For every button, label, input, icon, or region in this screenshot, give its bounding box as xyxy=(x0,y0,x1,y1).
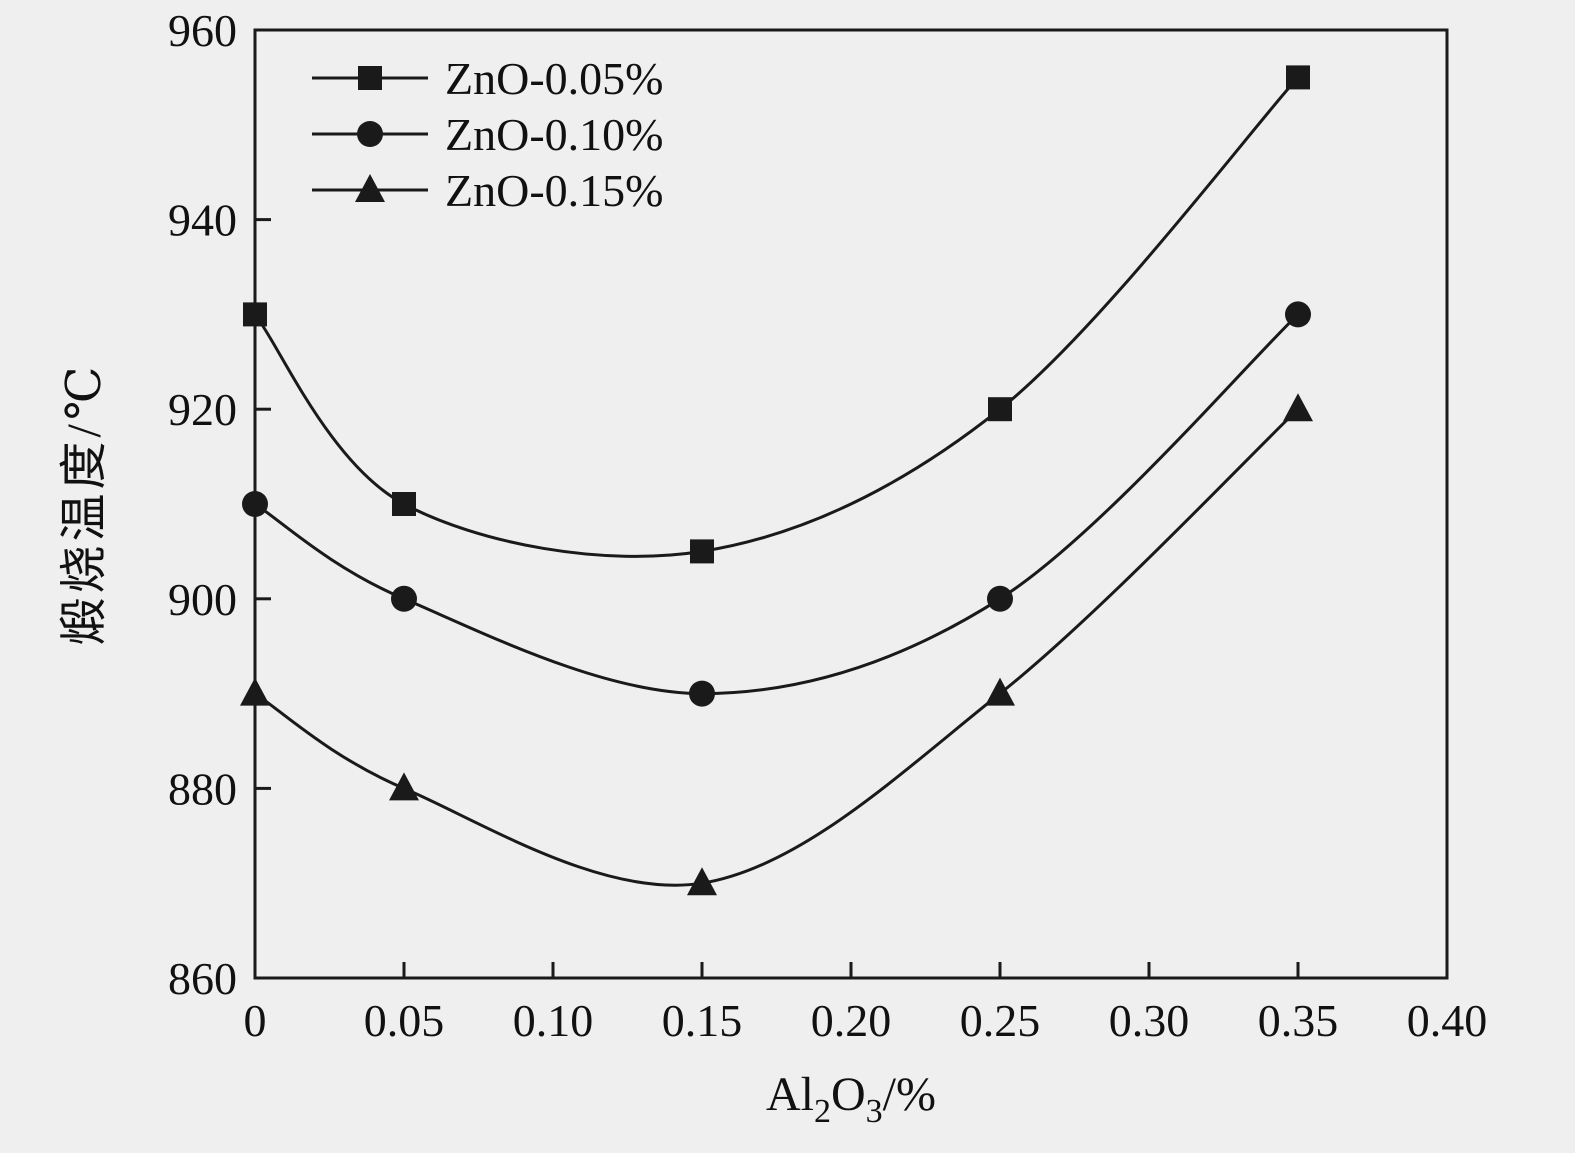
y-tick-label: 900 xyxy=(168,574,237,625)
data-point-marker xyxy=(392,492,416,516)
series-zno-0-05- xyxy=(243,65,1310,564)
data-point-marker xyxy=(687,867,717,896)
legend-marker-square xyxy=(358,66,382,90)
data-point-marker xyxy=(1283,393,1313,422)
legend-label: ZnO-0.15% xyxy=(445,165,663,216)
series-line xyxy=(254,313,1300,696)
data-point-marker xyxy=(988,397,1012,422)
x-tick-label: 0.30 xyxy=(1109,995,1190,1046)
data-point-marker xyxy=(985,677,1015,706)
y-tick-label: 940 xyxy=(168,195,237,246)
x-axis-title: Al2O3/% xyxy=(766,1068,936,1130)
data-point-marker xyxy=(242,491,268,517)
legend-entry: ZnO-0.05% xyxy=(312,53,663,104)
y-tick-label: 860 xyxy=(168,953,237,1004)
x-tick-label: 0.20 xyxy=(811,995,892,1046)
data-point-marker xyxy=(240,677,270,706)
x-tick-label: 0.05 xyxy=(364,995,445,1046)
x-tick-label: 0 xyxy=(244,995,267,1046)
legend-label: ZnO-0.05% xyxy=(445,53,663,104)
data-point-marker xyxy=(243,302,267,327)
data-point-marker xyxy=(689,680,715,707)
data-point-marker xyxy=(690,539,714,564)
x-tick-label: 0.15 xyxy=(662,995,743,1046)
legend-marker-triangle xyxy=(355,174,385,202)
y-tick-label: 880 xyxy=(168,763,237,814)
series-zno-0-10- xyxy=(242,301,1311,707)
data-point-marker xyxy=(1285,301,1311,328)
legend-label: ZnO-0.10% xyxy=(445,109,663,160)
series-line xyxy=(254,408,1300,887)
data-point-marker xyxy=(987,585,1013,612)
legend-entry: ZnO-0.15% xyxy=(312,165,663,216)
legend-marker-circle xyxy=(357,121,383,147)
data-point-marker xyxy=(1286,65,1310,90)
series-zno-0-15- xyxy=(240,393,1313,896)
legend-entry: ZnO-0.10% xyxy=(312,109,663,160)
series-line xyxy=(253,76,1300,558)
y-axis-title: 煅烧温度/℃ xyxy=(58,362,111,645)
x-tick-label: 0.40 xyxy=(1407,995,1488,1046)
legend: ZnO-0.05%ZnO-0.10%ZnO-0.15% xyxy=(312,53,663,216)
data-point-marker xyxy=(391,585,417,612)
y-tick-label: 960 xyxy=(168,5,237,56)
x-tick-label: 0.25 xyxy=(960,995,1041,1046)
x-tick-label: 0.35 xyxy=(1258,995,1339,1046)
data-point-marker xyxy=(389,772,419,801)
x-tick-label: 0.10 xyxy=(513,995,594,1046)
y-tick-label: 920 xyxy=(168,384,237,435)
